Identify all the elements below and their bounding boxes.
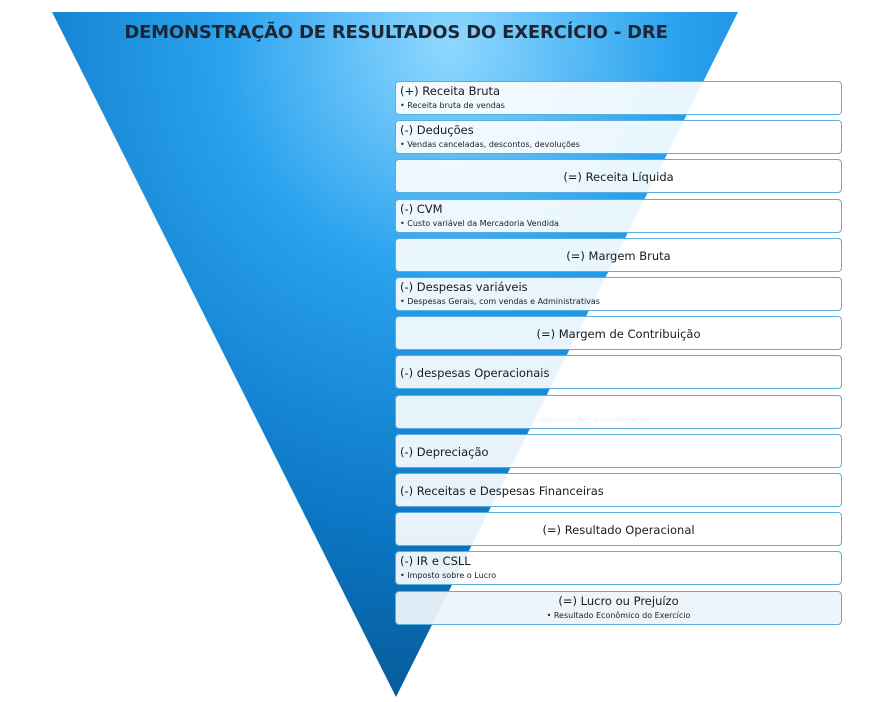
dre-item-label: (-) despesas Operacionais: [400, 366, 550, 380]
dre-item-label: (+) Receita Bruta: [400, 84, 501, 98]
dre-item-label: (-) Deduções: [400, 123, 474, 137]
dre-item-detail: Receita bruta de vendas: [400, 101, 505, 110]
dre-item-detail: Despesas Gerais, com vendas e Administra…: [400, 297, 600, 306]
dre-item: (=) Resultado Operacional: [395, 512, 842, 546]
dre-item: (+) Receita Bruta Receita bruta de vendas: [395, 81, 842, 115]
dre-item: (-) CVM Custo variável da Mercadoria Vend…: [395, 199, 842, 233]
dre-item-label: (=) Receita Líquida: [563, 170, 674, 184]
dre-item-label: (=) Resultado Operacional: [542, 523, 695, 537]
dre-item: (-) despesas Operacionais: [395, 355, 842, 389]
dre-item: (=) EBITDA Lucros antes de juros, imposto…: [395, 395, 842, 429]
dre-item-detail: Imposto sobre o Lucro: [400, 571, 496, 580]
dre-item-label: (-) Despesas variáveis: [400, 280, 528, 294]
dre-item-label: (=) Margem de Contribuição: [536, 327, 701, 341]
page-title: DEMONSTRAÇÃO DE RESULTADOS DO EXERCÍCIO …: [124, 22, 668, 43]
dre-item-detail: Resultado Econômico do Exercício: [396, 611, 841, 620]
dre-item: (=) Margem Bruta: [395, 238, 842, 272]
dre-item-label: (-) Depreciação: [400, 445, 489, 459]
dre-item-detail: Custo variável da Mercadoria Vendida: [400, 219, 559, 228]
dre-item: (=) Receita Líquida: [395, 159, 842, 193]
dre-item-detail: Vendas canceladas, descontos, devoluções: [400, 140, 580, 149]
dre-item: (-) Deduções Vendas canceladas, descontos…: [395, 120, 842, 154]
dre-item-label: (-) CVM: [400, 202, 443, 216]
dre-item-label: (=) Margem Bruta: [566, 249, 671, 263]
dre-item-label: (=) EBITDA: [400, 398, 465, 412]
dre-item: (-) IR e CSLL Imposto sobre o Lucro: [395, 551, 842, 585]
dre-item: (-) Receitas e Despesas Financeiras: [395, 473, 842, 507]
dre-item: (=) Lucro ou Prejuízo Resultado Econômico…: [395, 591, 842, 625]
dre-item-label: (-) Receitas e Despesas Financeiras: [400, 484, 604, 498]
dre-item-label: (-) IR e CSLL: [400, 554, 471, 568]
dre-item: (-) Despesas variáveis Despesas Gerais, c…: [395, 277, 842, 311]
dre-item: (-) Depreciação: [395, 434, 842, 468]
dre-item-detail: Lucros antes de juros, impostos, depreci…: [400, 415, 650, 424]
dre-item: (=) Margem de Contribuição: [395, 316, 842, 350]
dre-item-label: (=) Lucro ou Prejuízo: [558, 594, 679, 608]
